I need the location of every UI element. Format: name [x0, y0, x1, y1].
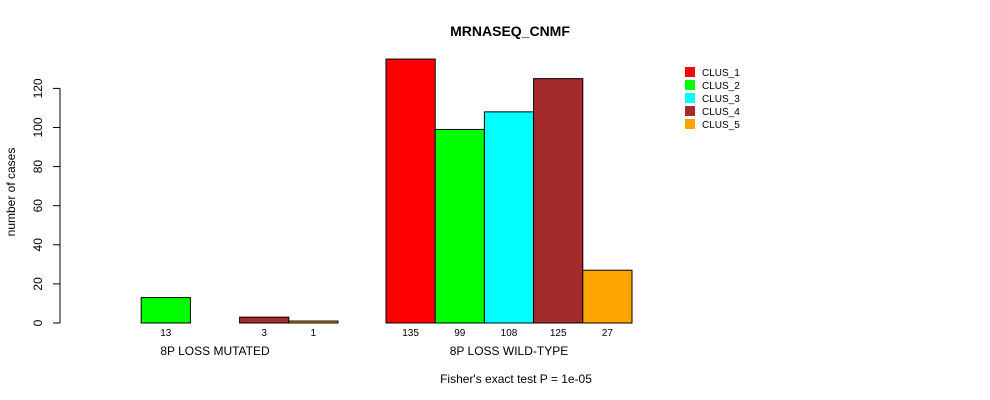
legend-swatch: [685, 67, 695, 77]
legend-swatch: [685, 93, 695, 103]
bar-clus-5: [288, 320, 339, 324]
bar-value-label: 13: [160, 328, 172, 339]
y-tick-label: 100: [31, 117, 45, 137]
y-tick-label: 80: [31, 160, 45, 174]
bar-clus-2: [434, 128, 485, 324]
y-tick-label: 40: [31, 238, 45, 252]
bar-clus-2: [140, 297, 191, 324]
bar-value-label: 99: [454, 328, 466, 339]
bar-clus-4: [239, 316, 290, 324]
group-labels: 8P LOSS MUTATED 8P LOSS WILD-TYPE: [160, 344, 568, 358]
legend-label: CLUS_5: [702, 120, 740, 131]
legend-swatch: [685, 119, 695, 129]
bar-value-label: 3: [261, 328, 267, 339]
bar-clus-4: [533, 78, 584, 324]
bar-value-label: 1: [311, 328, 317, 339]
y-tick-label: 0: [31, 319, 45, 326]
x-group-label: 8P LOSS WILD-TYPE: [450, 344, 568, 358]
bars: [140, 58, 633, 324]
legend-label: CLUS_4: [702, 107, 740, 118]
y-axis-label: number of cases: [4, 148, 18, 237]
legend-label: CLUS_2: [702, 81, 740, 92]
fisher-test-footnote: Fisher's exact test P = 1e-05: [440, 372, 592, 386]
legend-label: CLUS_1: [702, 68, 740, 79]
bar-clus-5: [582, 269, 633, 324]
chart-title: MRNASEQ_CNMF: [450, 23, 570, 39]
y-tick-label: 60: [31, 199, 45, 213]
bar-labels: 13 3 1 135 99 108 125 27: [160, 328, 613, 339]
legend-swatch: [685, 80, 695, 90]
bar-value-label: 125: [550, 328, 567, 339]
bar-value-label: 108: [501, 328, 518, 339]
bar-clus-3: [483, 111, 535, 324]
bar-value-label: 135: [402, 328, 419, 339]
x-group-label: 8P LOSS MUTATED: [160, 344, 270, 358]
legend-swatch: [685, 106, 695, 116]
bar-clus-1: [385, 58, 436, 324]
y-tick-label: 120: [31, 78, 45, 98]
y-axis: 0 20 40 60 80 100 120: [31, 78, 61, 326]
legend: CLUS_1 CLUS_2 CLUS_3 CLUS_4 CLUS_5: [685, 67, 740, 131]
y-tick-label: 20: [31, 277, 45, 291]
legend-label: CLUS_3: [702, 94, 740, 105]
bar-value-label: 27: [602, 328, 614, 339]
